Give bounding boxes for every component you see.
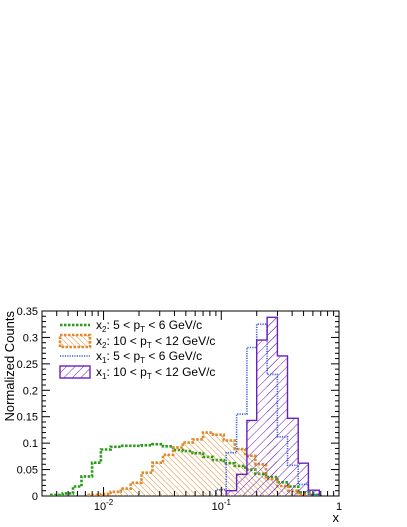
legend-label: x2: 10 < pT < 12 GeV/c	[96, 334, 215, 350]
y-tick-label: 0.15	[17, 412, 38, 424]
series-4-bin-fill-7	[277, 355, 288, 496]
series-2-bin-fill-5	[130, 482, 142, 496]
legend-swatch	[59, 365, 91, 379]
series-4-bin-fill-4	[256, 340, 268, 496]
series-2-bin-fill-6	[141, 472, 153, 496]
x-tick-label: 10-2	[94, 498, 114, 513]
y-tick-label: 0.25	[17, 359, 38, 371]
series-4-bin-fill-1	[226, 490, 237, 496]
legend-label: x1: 5 < pT < 6 GeV/c	[96, 349, 202, 365]
series-2-bin-fill-15	[234, 448, 246, 496]
series-2-bin-fill-2	[100, 493, 111, 496]
y-axis: 0 0.05 0.1 0.15 0.2 0.25 0.3 0.35	[17, 306, 339, 503]
series-4-bin-fill-10	[308, 490, 320, 496]
series-4-bin-fill-6	[267, 317, 278, 496]
series-4-bin-fill-9	[298, 463, 309, 496]
series-2-bin-fill-3	[110, 491, 121, 496]
plot-area: 0 0.05 0.1 0.15 0.2 0.25 0.3 0.35 10-2 10-1 1	[17, 306, 342, 513]
series-2-bin-fill-10	[182, 442, 193, 496]
y-axis-label: Normalized Counts	[2, 311, 17, 422]
series-4-outline	[225, 316, 320, 496]
series-2-bin-fill-8	[163, 454, 174, 496]
series-2-bin-fill-13	[212, 434, 224, 496]
series-2-bin-fill-1	[88, 494, 101, 496]
legend-item-1: x2: 5 < pT < 6 GeV/c	[60, 318, 202, 334]
series-4-bin-fill-2	[236, 474, 247, 496]
series-4	[225, 316, 320, 496]
y-tick-label: 0.2	[23, 385, 38, 397]
legend-swatch	[58, 333, 92, 349]
y-tick-label: 0.1	[23, 438, 38, 450]
legend-label: x1: 10 < pT < 12 GeV/c	[96, 365, 215, 381]
x-axis: 10-2 10-1 1	[41, 311, 342, 513]
x-tick-label: 10-1	[212, 498, 232, 513]
legend-item-3: x1: 5 < pT < 6 GeV/c	[60, 349, 202, 365]
y-tick-label: 0.35	[17, 306, 38, 318]
series-2-bin-fill-12	[203, 432, 213, 496]
histogram-layer	[50, 316, 323, 496]
series-4-bin-fill-3	[246, 420, 257, 496]
series-2-bin-fill-11	[192, 439, 204, 496]
legend-item-4: x1: 10 < pT < 12 GeV/c	[59, 365, 215, 381]
legend: x2: 5 < pT < 6 GeV/cx2: 10 < pT < 12 GeV…	[58, 318, 215, 381]
series-4-bin-fill-8	[287, 418, 299, 496]
series-2-bin-fill-9	[173, 447, 183, 496]
series-2-bin-fill-14	[223, 440, 235, 496]
y-tick-label: 0	[32, 491, 38, 503]
series-2-bin-fill-4	[120, 488, 131, 496]
x-axis-label: x	[333, 510, 340, 525]
y-tick-label: 0.05	[17, 465, 38, 477]
x-tick-label: 1	[336, 501, 342, 513]
y-tick-label: 0.3	[23, 332, 38, 344]
legend-item-2: x2: 10 < pT < 12 GeV/c	[58, 333, 215, 350]
legend-label: x2: 5 < pT < 6 GeV/c	[96, 318, 202, 334]
series-2-bin-fill-7	[152, 462, 164, 496]
